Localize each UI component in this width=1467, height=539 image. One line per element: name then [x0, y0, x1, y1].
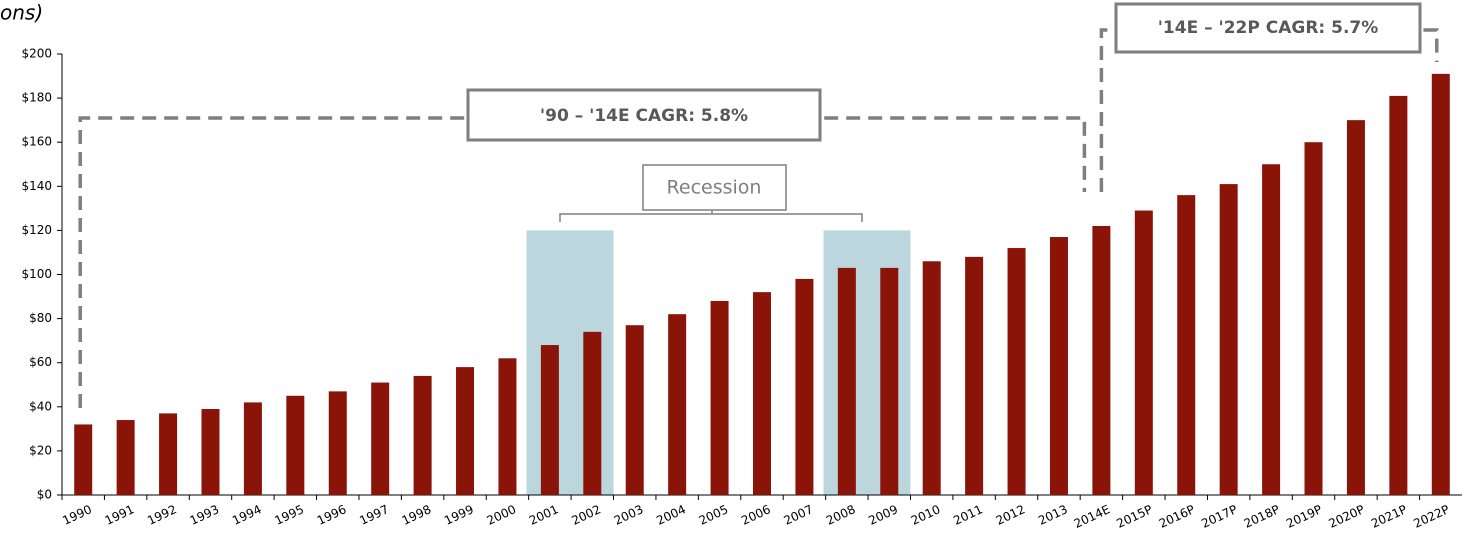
annotation-box	[642, 164, 787, 211]
x-tick-label: 1997	[357, 502, 391, 528]
x-tick-label: 2009	[866, 502, 900, 528]
x-tick-label: 2008	[824, 502, 858, 528]
bar	[1431, 73, 1450, 495]
bar	[880, 267, 899, 495]
x-tick-label: 1990	[60, 502, 94, 528]
bar	[243, 402, 262, 495]
bar	[201, 409, 220, 495]
bar	[371, 382, 390, 495]
bar	[159, 413, 178, 495]
bar	[116, 420, 135, 495]
y-tick-label: $100	[21, 267, 52, 281]
bar	[1346, 120, 1365, 496]
bar	[795, 278, 814, 495]
x-tick-label: 1999	[442, 502, 476, 528]
annotation-box	[1114, 2, 1422, 54]
y-tick-label: $200	[21, 47, 52, 61]
y-tick-label: $0	[37, 488, 52, 502]
x-tick-label: 2003	[612, 502, 646, 528]
x-tick-label: 2012	[994, 502, 1028, 528]
x-tick-label: 2013	[1036, 502, 1070, 528]
x-tick-label: 1994	[230, 502, 264, 528]
x-tick-label: 1995	[272, 502, 306, 528]
x-tick-label: 2001	[527, 502, 561, 528]
x-tick-label: 1991	[103, 502, 137, 528]
x-tick-label: 2016P	[1157, 502, 1197, 531]
x-tick-label: 2021P	[1369, 502, 1409, 531]
x-tick-label: 1996	[315, 502, 349, 528]
y-tick-label: $40	[29, 399, 52, 413]
bar	[286, 395, 305, 495]
x-tick-label: 2007	[782, 502, 816, 528]
x-tick-label: 2006	[739, 502, 773, 528]
x-tick-label: 2004	[654, 502, 688, 528]
x-tick-label: 2018P	[1242, 502, 1282, 531]
y-tick-label: $160	[21, 135, 52, 149]
bar	[1177, 195, 1196, 495]
bar	[837, 267, 856, 495]
x-tick-label: 2022P	[1411, 502, 1451, 531]
x-tick-label: 2002	[569, 502, 603, 528]
bar	[710, 300, 729, 495]
x-tick-label: 1993	[188, 502, 222, 528]
x-tick-label: 1992	[145, 502, 179, 528]
x-tick-label: 2000	[485, 502, 519, 528]
bar	[1007, 248, 1026, 495]
bar	[668, 314, 687, 495]
x-tick-label: 2014E	[1072, 502, 1112, 531]
bar	[1389, 95, 1408, 496]
x-tick-label: 2020P	[1327, 502, 1367, 531]
y-tick-label: $180	[21, 91, 52, 105]
bar	[1049, 237, 1068, 495]
bar	[1304, 142, 1323, 495]
bar	[498, 358, 517, 495]
bar	[1092, 225, 1111, 496]
bar	[1134, 210, 1153, 495]
annotation: Recession	[667, 177, 762, 199]
x-tick-label: 2010	[909, 502, 943, 528]
y-tick-label: $80	[29, 311, 52, 325]
y-tick-label: $60	[29, 355, 52, 369]
y-tick-label: $140	[21, 179, 52, 193]
x-tick-label: 2015P	[1114, 502, 1154, 531]
bar	[413, 375, 432, 495]
cagr-bracket	[1099, 28, 1439, 192]
x-tick-label: 1998	[400, 502, 434, 528]
bar	[328, 391, 347, 495]
x-tick-label: 2011	[951, 502, 985, 528]
bar	[540, 345, 559, 495]
annotation: '90 – '14E CAGR: 5.8%	[540, 106, 748, 126]
bar	[1219, 184, 1238, 495]
x-tick-label: 2005	[697, 502, 731, 528]
annotation: '14E – '22P CAGR: 5.7%	[1158, 18, 1379, 38]
y-tick-label: $20	[29, 443, 52, 457]
annotation-box	[466, 88, 822, 142]
bar	[456, 367, 475, 495]
bar	[625, 325, 644, 495]
bar	[74, 424, 93, 495]
bar	[1262, 164, 1281, 495]
bar	[922, 261, 941, 495]
bar	[965, 256, 984, 495]
bar	[583, 331, 602, 495]
x-tick-label: 2017P	[1199, 502, 1239, 531]
x-tick-label: 2019P	[1284, 502, 1324, 531]
y-tick-label: $120	[21, 223, 52, 237]
chart-title: ons)	[0, 1, 43, 25]
bar	[753, 292, 771, 495]
